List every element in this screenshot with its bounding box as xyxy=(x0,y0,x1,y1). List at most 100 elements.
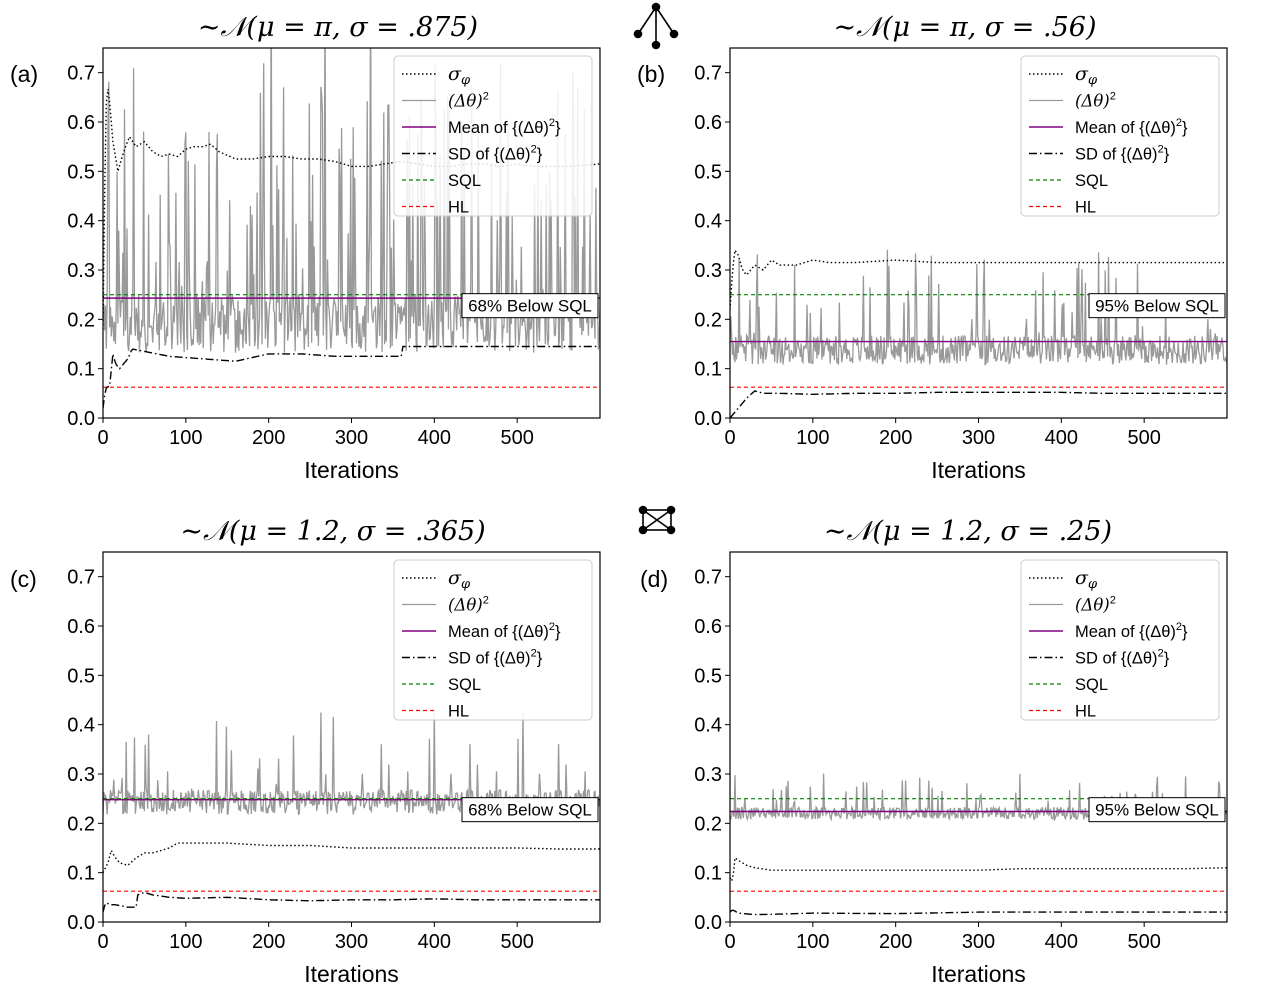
chart-title: ∼𝒩(μ = π, σ = .875) xyxy=(198,12,478,43)
legend-label: σφ xyxy=(1075,63,1098,88)
annotation-text: 95% Below SQL xyxy=(1095,297,1219,316)
legend-entry-hl: HL xyxy=(1029,199,1096,217)
legend-entry-sql: SQL xyxy=(402,676,481,694)
annotation-text: 68% Below SQL xyxy=(468,801,592,820)
legend-label: SQL xyxy=(448,676,481,694)
chart-title: ∼𝒩(μ = 1.2, σ = .25) xyxy=(824,516,1112,547)
y-tick-label: 0.5 xyxy=(67,161,95,183)
x-tick-label: 0 xyxy=(724,427,735,449)
x-axis-label: Iterations xyxy=(304,457,399,483)
y-tick-label: 0.0 xyxy=(67,912,95,934)
series-line-sigma-phi xyxy=(103,89,600,330)
x-tick-label: 100 xyxy=(169,427,202,449)
legend-box xyxy=(1020,559,1220,721)
legend-entry-mean: Mean of {(Δθ)2} xyxy=(1029,117,1188,137)
y-tick-label: 0.1 xyxy=(694,359,722,381)
chart-panel-c: ∼𝒩(μ = 1.2, σ = .365) (c) 0 100 200 300 400 500… xyxy=(10,516,601,987)
y-tick-label: 0.4 xyxy=(694,715,722,737)
legend-label: Mean of {(Δθ)2} xyxy=(448,621,561,641)
x-tick-label: 500 xyxy=(500,931,533,953)
y-tick-label: 0.5 xyxy=(694,665,722,687)
panel-label: (d) xyxy=(640,566,668,592)
series-line-sd xyxy=(730,390,1227,418)
annotation-box xyxy=(461,797,599,823)
legend-entry-hl: HL xyxy=(402,199,469,217)
x-tick-label: 100 xyxy=(796,931,829,953)
complete-graph-icon xyxy=(638,505,676,535)
legend-box xyxy=(393,559,593,721)
x-axis-label: Iterations xyxy=(931,457,1026,483)
x-axis-label: Iterations xyxy=(304,961,399,987)
legend-entry-sql: SQL xyxy=(1029,172,1108,190)
x-tick-label: 200 xyxy=(879,931,912,953)
legend-entry-sql: SQL xyxy=(402,172,481,190)
panel-label: (c) xyxy=(10,566,37,592)
below-sql-annotation: 68% Below SQL xyxy=(461,797,599,823)
y-tick-label: 0.6 xyxy=(694,616,722,638)
x-tick-label: 500 xyxy=(500,427,533,449)
annotation-box xyxy=(1088,293,1226,319)
chart-panel-d: ∼𝒩(μ = 1.2, σ = .25) (d) 0 100 200 300 400 500 0… xyxy=(640,516,1228,987)
x-tick-label: 400 xyxy=(1045,427,1078,449)
legend-label: σφ xyxy=(448,567,471,592)
annotation-text: 68% Below SQL xyxy=(468,297,592,316)
x-tick-label: 300 xyxy=(962,931,995,953)
x-tick-label: 100 xyxy=(169,931,202,953)
x-tick-label: 400 xyxy=(418,931,451,953)
x-tick-label: 500 xyxy=(1127,427,1160,449)
annotation-box xyxy=(1088,797,1226,823)
y-tick-label: 0.4 xyxy=(694,211,722,233)
legend-entry-sql: SQL xyxy=(1029,676,1108,694)
panel-label: (b) xyxy=(637,61,665,87)
series-line-sigma-phi xyxy=(730,856,1227,883)
legend-entry-mean: Mean of {(Δθ)2} xyxy=(402,621,561,641)
x-tick-label: 200 xyxy=(879,427,912,449)
x-tick-label: 300 xyxy=(962,427,995,449)
legend-label: SD of {(Δθ)2} xyxy=(1075,144,1170,164)
legend-entry-delta-theta-sq: (Δθ)2 xyxy=(402,91,489,111)
legend-entry-delta-theta-sq: (Δθ)2 xyxy=(402,595,489,615)
y-tick-label: 0.6 xyxy=(67,616,95,638)
legend-entry-sd: SD of {(Δθ)2} xyxy=(1029,648,1170,668)
legend-entry-sd: SD of {(Δθ)2} xyxy=(402,144,543,164)
legend-label: HL xyxy=(448,703,469,721)
legend-label: (Δθ)2 xyxy=(448,595,489,615)
y-tick-label: 0.7 xyxy=(67,63,95,85)
y-tick-label: 0.2 xyxy=(67,309,95,331)
x-tick-label: 0 xyxy=(724,931,735,953)
legend-label: σφ xyxy=(448,63,471,88)
legend-label: SD of {(Δθ)2} xyxy=(448,144,543,164)
series-line-sd xyxy=(103,891,600,913)
x-tick-label: 500 xyxy=(1127,931,1160,953)
x-tick-label: 200 xyxy=(252,931,285,953)
legend-entry-mean: Mean of {(Δθ)2} xyxy=(1029,621,1188,641)
legend-label: SD of {(Δθ)2} xyxy=(448,648,543,668)
x-tick-label: 200 xyxy=(252,427,285,449)
y-tick-label: 0.6 xyxy=(694,112,722,134)
legend-entry-delta-theta-sq: (Δθ)2 xyxy=(1029,91,1116,111)
below-sql-annotation: 95% Below SQL xyxy=(1088,797,1226,823)
series-line-sigma-phi xyxy=(103,842,600,874)
y-tick-label: 0.4 xyxy=(67,211,95,233)
legend-entry-sigma-phi: σφ xyxy=(402,567,471,592)
chart-title: ∼𝒩(μ = π, σ = .56) xyxy=(834,12,1097,43)
x-tick-label: 300 xyxy=(335,427,368,449)
legend-entry-sd: SD of {(Δθ)2} xyxy=(1029,144,1170,164)
y-tick-label: 0.3 xyxy=(694,260,722,282)
legend-label: SQL xyxy=(448,172,481,190)
below-sql-annotation: 68% Below SQL xyxy=(461,293,599,319)
chart-title: ∼𝒩(μ = 1.2, σ = .365) xyxy=(180,516,485,547)
y-tick-label: 0.1 xyxy=(694,863,722,885)
legend-entry-mean: Mean of {(Δθ)2} xyxy=(402,117,561,137)
legend-label: (Δθ)2 xyxy=(1075,595,1116,615)
x-tick-label: 400 xyxy=(1045,931,1078,953)
x-tick-label: 0 xyxy=(97,427,108,449)
y-tick-label: 0.2 xyxy=(694,813,722,835)
y-tick-label: 0.3 xyxy=(694,764,722,786)
legend-entry-sd: SD of {(Δθ)2} xyxy=(402,648,543,668)
annotation-text: 95% Below SQL xyxy=(1095,801,1219,820)
legend-label: Mean of {(Δθ)2} xyxy=(1075,117,1188,137)
y-tick-label: 0.1 xyxy=(67,863,95,885)
x-tick-label: 300 xyxy=(335,931,368,953)
